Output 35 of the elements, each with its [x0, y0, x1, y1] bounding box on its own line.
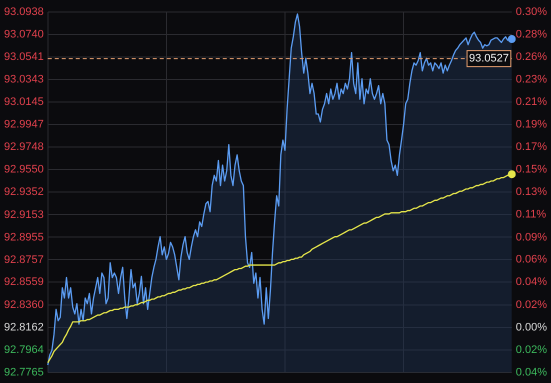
y-tick-label: 93.0343 — [4, 74, 44, 86]
y-tick-label: 92.7964 — [4, 344, 44, 356]
y-tick-label: 93.0740 — [4, 28, 44, 41]
y-tick-label: 92.8955 — [4, 231, 44, 244]
y-tick-label: 92.7765 — [4, 366, 44, 378]
y2-tick-label: 0.26% — [516, 51, 548, 64]
y-tick-label: 93.0938 — [4, 6, 44, 18]
y-tick-label: 93.0145 — [4, 96, 44, 108]
y2-tick-label: 0.23% — [516, 74, 548, 86]
y2-tick-label: 0.04% — [516, 366, 548, 378]
y-tick-label: 92.9550 — [4, 164, 44, 176]
y-tick-label: 93.0541 — [4, 51, 44, 64]
y-tick-label: 92.9748 — [4, 141, 44, 154]
y-tick-label: 92.8559 — [4, 276, 44, 288]
y-tick-label: 92.8162 — [4, 321, 44, 334]
y2-tick-label: 0.19% — [516, 118, 548, 131]
y-tick-label: 92.8757 — [4, 254, 44, 266]
y2-tick-label: 0.30% — [516, 6, 548, 18]
y2-tick-label: 0.17% — [516, 141, 548, 154]
y2-tick-label: 0.02% — [516, 298, 548, 311]
y2-tick-label: 0.04% — [516, 276, 548, 288]
y2-tick-label: 0.00% — [516, 321, 548, 334]
y2-tick-label: 0.11% — [516, 208, 546, 221]
y2-tick-label: 0.28% — [516, 28, 548, 40]
y2-tick-label: 0.13% — [516, 186, 548, 198]
y-tick-label: 92.9947 — [4, 118, 44, 131]
y-tick-label: 92.9153 — [4, 208, 44, 221]
y2-tick-label: 0.02% — [516, 344, 548, 356]
y2-tick-label: 0.09% — [516, 231, 548, 244]
y2-tick-label: 0.06% — [516, 254, 548, 266]
ref-line-label: 93.0527 — [469, 52, 509, 65]
y-tick-label: 92.8360 — [4, 298, 44, 311]
y2-tick-label: 0.21% — [516, 96, 548, 108]
y2-tick-label: 0.15% — [516, 164, 548, 176]
y-tick-label: 92.9352 — [4, 186, 44, 198]
